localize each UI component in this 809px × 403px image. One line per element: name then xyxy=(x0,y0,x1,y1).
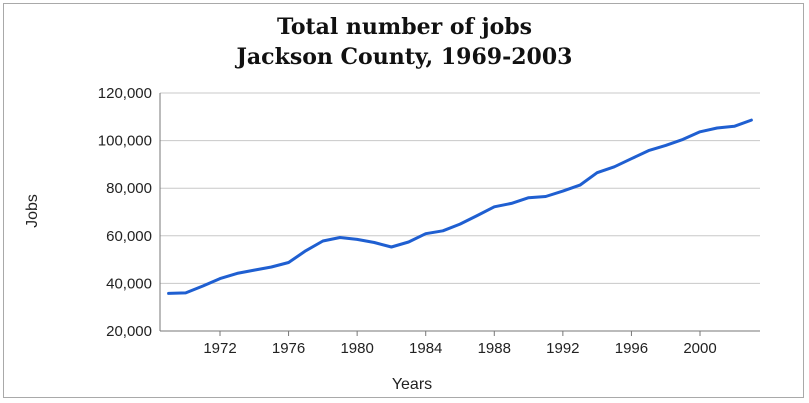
x-tick-label: 1984 xyxy=(409,340,442,357)
data-point xyxy=(664,144,667,147)
data-point xyxy=(613,165,616,168)
data-point xyxy=(596,171,598,174)
y-tick-label: 20,000 xyxy=(106,323,152,340)
data-point xyxy=(219,277,221,280)
y-axis-label: Jobs xyxy=(24,194,41,228)
data-point xyxy=(373,241,376,244)
data-point xyxy=(339,236,341,239)
data-point xyxy=(356,238,358,241)
data-point xyxy=(459,223,461,225)
x-tick-label: 2000 xyxy=(683,340,716,357)
data-point xyxy=(167,292,170,295)
data-point xyxy=(544,195,547,198)
data-point xyxy=(733,125,736,128)
chart-title: Total number of jobs xyxy=(276,14,533,40)
data-point xyxy=(716,127,718,129)
data-point xyxy=(750,119,753,121)
grid-lines xyxy=(159,92,760,336)
data-point xyxy=(647,149,650,152)
data-point xyxy=(322,240,324,242)
x-tick-label: 1996 xyxy=(615,340,648,357)
data-point xyxy=(493,205,496,208)
data-point xyxy=(270,266,273,268)
data-point xyxy=(287,261,290,264)
data-point xyxy=(699,130,701,133)
data-point xyxy=(476,214,478,217)
x-tick-label: 1976 xyxy=(272,340,305,357)
x-tick-label: 1988 xyxy=(478,340,511,357)
y-tick-label: 40,000 xyxy=(106,275,152,292)
y-tick-label: 100,000 xyxy=(98,133,152,150)
data-point xyxy=(390,246,393,248)
data-point xyxy=(527,196,530,199)
data-point xyxy=(407,241,410,243)
data-point xyxy=(682,138,684,141)
plot-area xyxy=(167,118,753,295)
chart-subtitle: Jackson County, 1969-2003 xyxy=(236,44,573,70)
tick-labels: 20,000 40,000 60,000 80,000 100,000 120,000 19… xyxy=(98,85,717,357)
data-point xyxy=(424,232,427,235)
y-tick-label: 120,000 xyxy=(98,85,152,102)
data-point xyxy=(630,157,633,160)
data-point xyxy=(184,292,187,294)
data-point xyxy=(510,202,513,205)
data-point xyxy=(202,285,204,287)
data-point xyxy=(253,269,256,271)
chart-frame xyxy=(3,3,804,398)
x-tick-label: 1992 xyxy=(546,340,579,357)
x-axis-label: Years xyxy=(392,376,432,393)
x-tick-label: 1972 xyxy=(203,340,236,357)
y-tick-label: 80,000 xyxy=(106,180,152,197)
data-point xyxy=(304,249,307,252)
x-tick-label: 1980 xyxy=(340,340,373,357)
data-point xyxy=(442,230,444,232)
data-point xyxy=(562,190,564,192)
data-point xyxy=(579,184,581,186)
y-tick-label: 60,000 xyxy=(106,228,152,245)
series-line xyxy=(167,118,753,295)
data-point xyxy=(236,272,238,275)
